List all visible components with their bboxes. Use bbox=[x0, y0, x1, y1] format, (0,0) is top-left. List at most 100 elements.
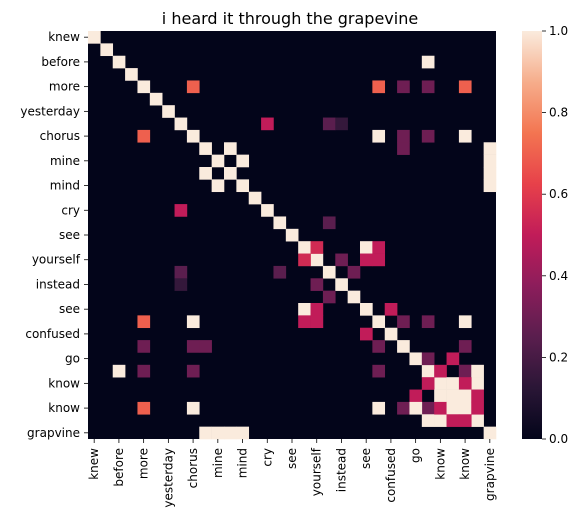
x-tick-label: instead bbox=[334, 448, 348, 492]
heatmap-cell bbox=[335, 117, 348, 131]
y-tick-label: before bbox=[41, 55, 80, 69]
heatmap-cell bbox=[174, 278, 188, 291]
heatmap-cell bbox=[434, 401, 447, 415]
heatmap-cell bbox=[298, 241, 311, 254]
heatmap-cell bbox=[298, 303, 311, 316]
heatmap-cell bbox=[174, 265, 188, 279]
x-tick-label: know bbox=[458, 448, 472, 480]
heatmap-cell bbox=[112, 364, 126, 378]
heatmap-cell bbox=[483, 154, 497, 168]
y-tick-label: grapvine bbox=[27, 426, 80, 440]
heatmap-cell bbox=[372, 80, 386, 94]
heatmap-cell bbox=[261, 204, 274, 217]
x-tick-label: mind bbox=[236, 448, 250, 478]
heatmap-cell bbox=[360, 303, 373, 316]
heatmap-cell bbox=[285, 228, 299, 242]
heatmap-cell bbox=[310, 315, 324, 329]
heatmap-cell bbox=[112, 55, 126, 69]
heatmap-cell bbox=[421, 315, 435, 329]
heatmap-cell bbox=[248, 191, 262, 205]
heatmap-cell bbox=[421, 377, 435, 390]
colorbar-tick-label: 0.8 bbox=[549, 106, 568, 120]
heatmap-cell bbox=[137, 364, 151, 378]
heatmap-cell bbox=[397, 80, 410, 94]
heatmap-cell bbox=[186, 401, 200, 415]
x-tick-label: cry bbox=[260, 448, 274, 467]
heatmap-cell bbox=[458, 414, 472, 427]
heatmap-cell bbox=[186, 80, 200, 94]
heatmap-cell bbox=[310, 241, 324, 254]
heatmap-cell bbox=[360, 327, 373, 341]
y-tick-label: confused bbox=[25, 327, 80, 341]
colorbar-tick-label: 0.4 bbox=[549, 269, 568, 283]
heatmap-cell bbox=[471, 414, 484, 427]
heatmap-cell bbox=[397, 142, 410, 155]
x-tick-label: chorus bbox=[186, 448, 200, 488]
heatmap-cell bbox=[137, 340, 151, 353]
heatmap-cell bbox=[372, 364, 386, 378]
heatmap-cell bbox=[372, 315, 386, 329]
colorbar-tick-label: 1.0 bbox=[549, 24, 568, 38]
x-axis: knew before more yesterday chorus mine mind cry… bbox=[87, 439, 497, 508]
heatmap-cell bbox=[372, 401, 386, 415]
heatmap-cell bbox=[261, 117, 274, 131]
heatmap-cell bbox=[458, 129, 472, 143]
heatmap-cell bbox=[137, 129, 151, 143]
colorbar-tick-label: 0.2 bbox=[549, 350, 568, 364]
heatmap-cell bbox=[421, 55, 435, 69]
y-tick-label: yourself bbox=[32, 253, 81, 267]
y-tick-label: more bbox=[49, 80, 80, 94]
heatmap-cell bbox=[421, 352, 435, 366]
heatmap-cell bbox=[273, 265, 287, 279]
colorbar: 0.0 0.2 0.4 0.6 0.8 1.0 bbox=[522, 24, 568, 446]
heatmap-cell bbox=[298, 253, 311, 267]
heatmap-cell bbox=[446, 401, 460, 415]
heatmap-cell bbox=[199, 167, 212, 180]
heatmap-cell bbox=[421, 414, 435, 427]
y-tick-label: see bbox=[59, 228, 80, 242]
x-tick-label: yesterday bbox=[161, 448, 175, 508]
heatmap-cell bbox=[483, 142, 497, 155]
heatmap-cell bbox=[310, 253, 324, 267]
heatmap-cell bbox=[88, 31, 101, 44]
heatmap-cell bbox=[434, 389, 447, 403]
heatmap-cell bbox=[434, 414, 447, 427]
y-tick-label: go bbox=[65, 352, 80, 366]
heatmap-cell bbox=[273, 216, 287, 230]
heatmap-cell bbox=[446, 389, 460, 403]
heatmap-cell bbox=[397, 315, 410, 329]
y-tick-label: instead bbox=[36, 277, 80, 291]
heatmap-cell bbox=[236, 179, 250, 193]
heatmap-cell bbox=[322, 290, 336, 304]
heatmap-cell bbox=[224, 142, 237, 155]
heatmap-cell bbox=[199, 426, 212, 440]
y-tick-label: knew bbox=[48, 30, 80, 44]
chart-title: i heard it through the grapevine bbox=[162, 9, 418, 28]
heatmap-cell bbox=[446, 414, 460, 427]
heatmap-cell bbox=[409, 352, 423, 366]
x-tick-label: mine bbox=[211, 448, 225, 478]
heatmap-cell bbox=[199, 340, 212, 353]
x-tick-label: confused bbox=[384, 448, 398, 503]
heatmap-cell bbox=[372, 241, 386, 254]
heatmap-cell bbox=[199, 142, 212, 155]
heatmap-cell bbox=[360, 253, 373, 267]
heatmap-cell bbox=[211, 426, 225, 440]
colorbar-gradient bbox=[522, 31, 542, 439]
heatmap-cell bbox=[483, 426, 497, 440]
heatmap-cell bbox=[446, 377, 460, 390]
x-tick-label: yourself bbox=[310, 447, 324, 496]
heatmap-cell bbox=[372, 253, 386, 267]
heatmap-cell bbox=[322, 216, 336, 230]
heatmap-cell bbox=[100, 43, 114, 57]
heatmap-cell bbox=[236, 426, 250, 440]
heatmap-cell bbox=[298, 315, 311, 329]
y-axis: knew before more yesterday chorus mine mind cry… bbox=[20, 30, 88, 440]
heatmap-cell bbox=[471, 401, 484, 415]
heatmap-cell bbox=[483, 167, 497, 180]
heatmap-cell bbox=[137, 315, 151, 329]
heatmap-cell bbox=[211, 154, 225, 168]
heatmap-cell bbox=[397, 401, 410, 415]
heatmap-cell bbox=[458, 364, 472, 378]
